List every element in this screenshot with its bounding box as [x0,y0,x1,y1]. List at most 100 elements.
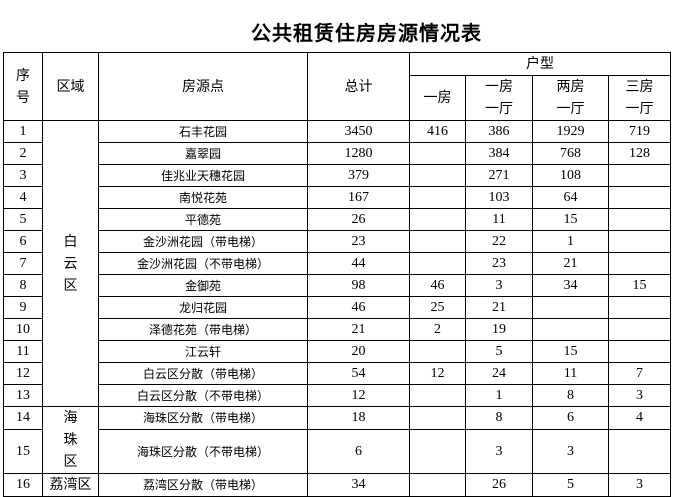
cell-type-2: 22 [465,230,533,253]
table-row: 5 平德苑 26 11 15 [3,208,671,231]
cell-site: 江云轩 [98,340,308,363]
cell-total: 12 [307,384,410,407]
cell-total: 20 [307,340,410,363]
cell-type-3: 768 [532,142,609,165]
cell-type-3: 8 [532,384,609,407]
cell-site: 龙归花园 [98,296,308,319]
cell-type-2: 8 [465,405,533,431]
cell-type-3: 108 [532,164,609,187]
cell-type-1 [409,252,466,275]
cell-total: 26 [307,208,410,231]
table-row: 10 泽德花苑（带电梯） 21 2 19 [3,318,671,341]
cell-type-1: 12 [409,362,466,385]
cell-type-1: 416 [409,120,466,143]
cell-type-2: 386 [465,120,533,143]
cell-site: 南悦花苑 [98,186,308,209]
cell-type-3: 64 [532,186,609,209]
region-label: 海珠区 [63,410,78,470]
cell-type-3 [532,296,609,319]
cell-type-1 [409,384,466,407]
header-type-label: 一房一厅 [485,79,513,117]
cell-type-2: 26 [465,473,533,497]
cell-type-1: 25 [409,296,466,319]
cell-region: 荔湾区 [42,473,99,497]
cell-seq: 9 [3,296,43,319]
cell-type-3: 1 [532,230,609,253]
table-row: 6 金沙洲花园（带电梯） 23 22 1 [3,230,671,253]
region-label: 白云区 [63,233,78,294]
cell-type-1 [409,405,466,431]
cell-seq: 11 [3,340,43,363]
cell-total: 44 [307,252,410,275]
cell-seq: 3 [3,164,43,187]
cell-total: 21 [307,318,410,341]
cell-type-3: 15 [532,340,609,363]
table-row: 13 白云区分散（不带电梯） 12 1 8 3 [3,384,671,407]
cell-type-3: 11 [532,362,609,385]
cell-seq: 8 [3,274,43,297]
header-region: 区域 [42,52,99,121]
cell-type-3: 5 [532,473,609,497]
cell-type-2: 19 [465,318,533,341]
cell-total: 6 [307,429,410,474]
table-row: 11 江云轩 20 5 15 [3,340,671,363]
cell-seq: 7 [3,252,43,275]
cell-seq: 13 [3,384,43,407]
cell-site: 嘉翠园 [98,142,308,165]
cell-type-1: 2 [409,318,466,341]
cell-type-1 [409,164,466,187]
cell-site: 海珠区分散（带电梯） [98,405,308,431]
cell-type-2: 3 [465,274,533,297]
cell-site: 金御苑 [98,274,308,297]
table-row: 9 龙归花园 46 25 21 [3,296,671,319]
cell-type-4: 3 [608,384,671,407]
table-row: 2 嘉翠园 1280 384 768 128 [3,142,671,165]
table-row: 4 南悦花苑 167 103 64 [3,186,671,209]
cell-type-1 [409,429,466,474]
cell-region: 白云区 [42,120,99,407]
cell-type-2: 384 [465,142,533,165]
cell-total: 34 [307,473,410,497]
cell-total: 98 [307,274,410,297]
cell-seq: 2 [3,142,43,165]
cell-region: 海珠区 [42,406,99,474]
cell-type-4 [608,296,671,319]
cell-type-4 [608,230,671,253]
cell-type-2: 11 [465,208,533,231]
cell-total: 167 [307,186,410,209]
cell-type-3: 3 [532,429,609,474]
cell-site: 荔湾区分散（带电梯） [98,473,308,497]
table-row: 15 海珠区分散（不带电梯） 6 3 3 [3,429,671,474]
cell-site: 金沙洲花园（带电梯） [98,230,308,253]
header-type-3: 两房一厅 [532,75,609,121]
cell-type-4 [608,252,671,275]
cell-type-3: 21 [532,252,609,275]
cell-site: 白云区分散（带电梯） [98,362,308,385]
cell-site: 石丰花园 [98,120,308,143]
header-type-label: 一房 [423,90,452,106]
cell-site: 佳兆业天穗花园 [98,164,308,187]
cell-site: 海珠区分散（不带电梯） [98,429,308,474]
cell-seq: 4 [3,186,43,209]
cell-type-2: 1 [465,384,533,407]
table-row: 8 金御苑 98 46 3 34 15 [3,274,671,297]
cell-total: 379 [307,164,410,187]
cell-type-1 [409,230,466,253]
table-row: 1 白云区 石丰花园 3450 416 386 1929 719 [3,120,671,407]
cell-seq: 6 [3,230,43,253]
cell-type-4: 7 [608,362,671,385]
cell-site: 金沙洲花园（不带电梯） [98,252,308,275]
header-type-1: 一房 [409,75,466,121]
cell-site: 白云区分散（不带电梯） [98,384,308,407]
cell-type-2: 103 [465,186,533,209]
header-type-2: 一房一厅 [465,75,533,121]
cell-total: 46 [307,296,410,319]
cell-type-1 [409,473,466,497]
table-row: 3 佳兆业天穗花园 379 271 108 [3,164,671,187]
header-total: 总计 [307,52,410,121]
cell-type-1 [409,142,466,165]
housing-table: 序号 区域 房源点 总计 户型 一房 一房一厅 两房一厅 三房一厅 1 白云区 石丰花园 3… [3,52,671,497]
cell-type-4: 15 [608,274,671,297]
cell-type-2: 24 [465,362,533,385]
cell-seq: 14 [3,405,43,431]
